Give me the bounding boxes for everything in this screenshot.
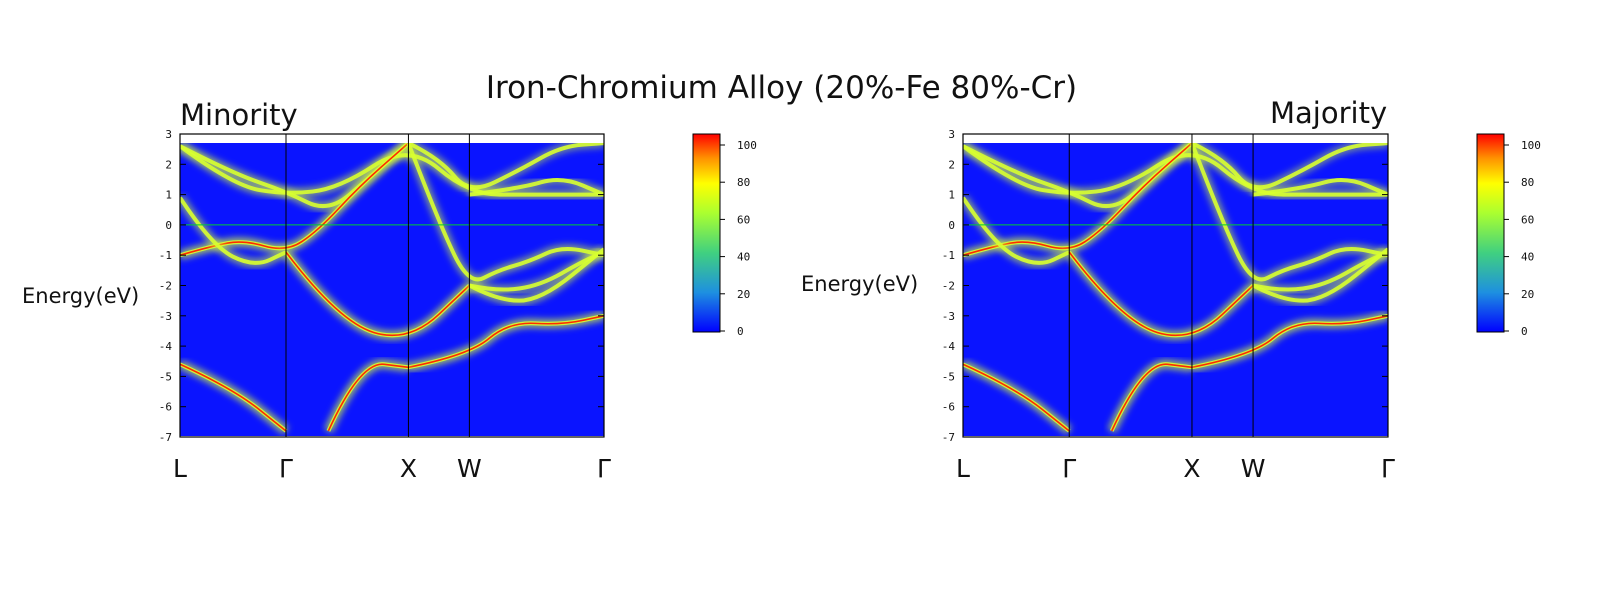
y-tick-label: -2 [159, 280, 172, 293]
y-tick-label: 0 [165, 219, 172, 232]
y-tick-label: -4 [159, 340, 173, 353]
y-tick-label: -1 [942, 249, 955, 262]
colorbar-tick-label: 80 [1521, 176, 1534, 189]
y-tick-label: 3 [948, 128, 955, 141]
colorbar-tick-label: 20 [1521, 288, 1534, 301]
band-12-line [468, 250, 604, 292]
y-tick-label: 3 [165, 128, 172, 141]
chart-panel-minority: L Γ X W Γ 3 2 1 0 -1 -2 -3 -4 -5 -6 -7 100 80 60 40 20 0 [159, 128, 757, 483]
colorbar-tick-label: 0 [737, 325, 744, 338]
majority-y-axis-label: Energy(eV) [801, 272, 919, 296]
colorbar-tick-label: 40 [1521, 251, 1534, 264]
y-tick-label: -6 [942, 401, 955, 414]
y-tick-label: -7 [159, 431, 172, 444]
band-11-line [1252, 247, 1388, 303]
colorbar-tick-label: 100 [1521, 139, 1541, 152]
colorbar-tick-label: 0 [1521, 325, 1528, 338]
band-12-line [1252, 250, 1388, 292]
band-5-line [180, 196, 287, 265]
chart-panel-majority: L Γ X W Γ 3 2 1 0 -1 -2 -3 -4 -5 -6 -7 100 80 60 40 20 0 [942, 128, 1541, 483]
y-tick-label: -6 [159, 401, 172, 414]
colorbar-tick-label: 100 [737, 139, 757, 152]
kpoint-label-4: Γ [1381, 454, 1395, 483]
band-2-line [1191, 143, 1388, 190]
y-tick-label: 1 [948, 189, 955, 202]
band-6-core [1068, 251, 1254, 337]
kpoint-label-3: W [457, 454, 482, 483]
kpoint-label-1: Γ [1062, 454, 1076, 483]
kpoint-label-1: Γ [279, 454, 293, 483]
band-4-core [180, 143, 409, 256]
band-7-core [408, 315, 604, 369]
minority-panel-label: Minority [180, 98, 298, 132]
y-tick-label: -5 [942, 370, 955, 383]
band-5-line [963, 196, 1071, 265]
colorbar [692, 133, 721, 333]
band-10-line [1190, 143, 1388, 282]
band-3-line [469, 178, 604, 197]
chart-main-title: Iron-Chromium Alloy (20%-Fe 80%-Cr) [485, 70, 1078, 106]
y-tick-label: 2 [165, 158, 172, 171]
y-tick-label: -3 [942, 310, 955, 323]
colorbar-tick-label: 20 [737, 288, 750, 301]
band-8-core [180, 363, 287, 432]
kpoint-label-3: W [1241, 454, 1266, 483]
y-tick-label: 1 [165, 189, 172, 202]
band-7-core [1191, 315, 1388, 369]
y-tick-label: 2 [948, 158, 955, 171]
band-11-line [468, 247, 604, 303]
colorbar-tick-label: 80 [737, 176, 750, 189]
band-group [963, 143, 1388, 435]
y-tick-label: -1 [159, 249, 172, 262]
kpoint-label-2: X [400, 454, 417, 483]
colorbar [1476, 133, 1505, 333]
y-tick-label: 0 [948, 219, 955, 232]
kpoint-label-0: L [173, 454, 187, 483]
band-8-core [963, 363, 1070, 432]
band-6-core [285, 251, 470, 337]
y-tick-label: -5 [159, 370, 172, 383]
kpoint-label-2: X [1183, 454, 1200, 483]
band-9-core [1111, 363, 1193, 432]
majority-panel-label: Majority [1270, 96, 1388, 130]
y-tick-label: -3 [159, 310, 172, 323]
y-tick-label: -2 [942, 280, 955, 293]
band-10-line [406, 143, 604, 282]
band-4-core [963, 143, 1193, 256]
band-2-line [407, 143, 604, 190]
colorbar-tick-label: 60 [1521, 213, 1534, 226]
y-tick-label: -4 [942, 340, 956, 353]
minority-y-axis-label: Energy(eV) [22, 284, 140, 308]
y-tick-label: -7 [942, 431, 955, 444]
band-9-core [327, 363, 409, 432]
kpoint-label-0: L [956, 454, 970, 483]
colorbar-tick-label: 60 [737, 213, 750, 226]
band-3-line [1252, 178, 1388, 197]
kpoint-label-4: Γ [597, 454, 611, 483]
colorbar-tick-label: 40 [737, 251, 750, 264]
band-group [180, 143, 604, 435]
